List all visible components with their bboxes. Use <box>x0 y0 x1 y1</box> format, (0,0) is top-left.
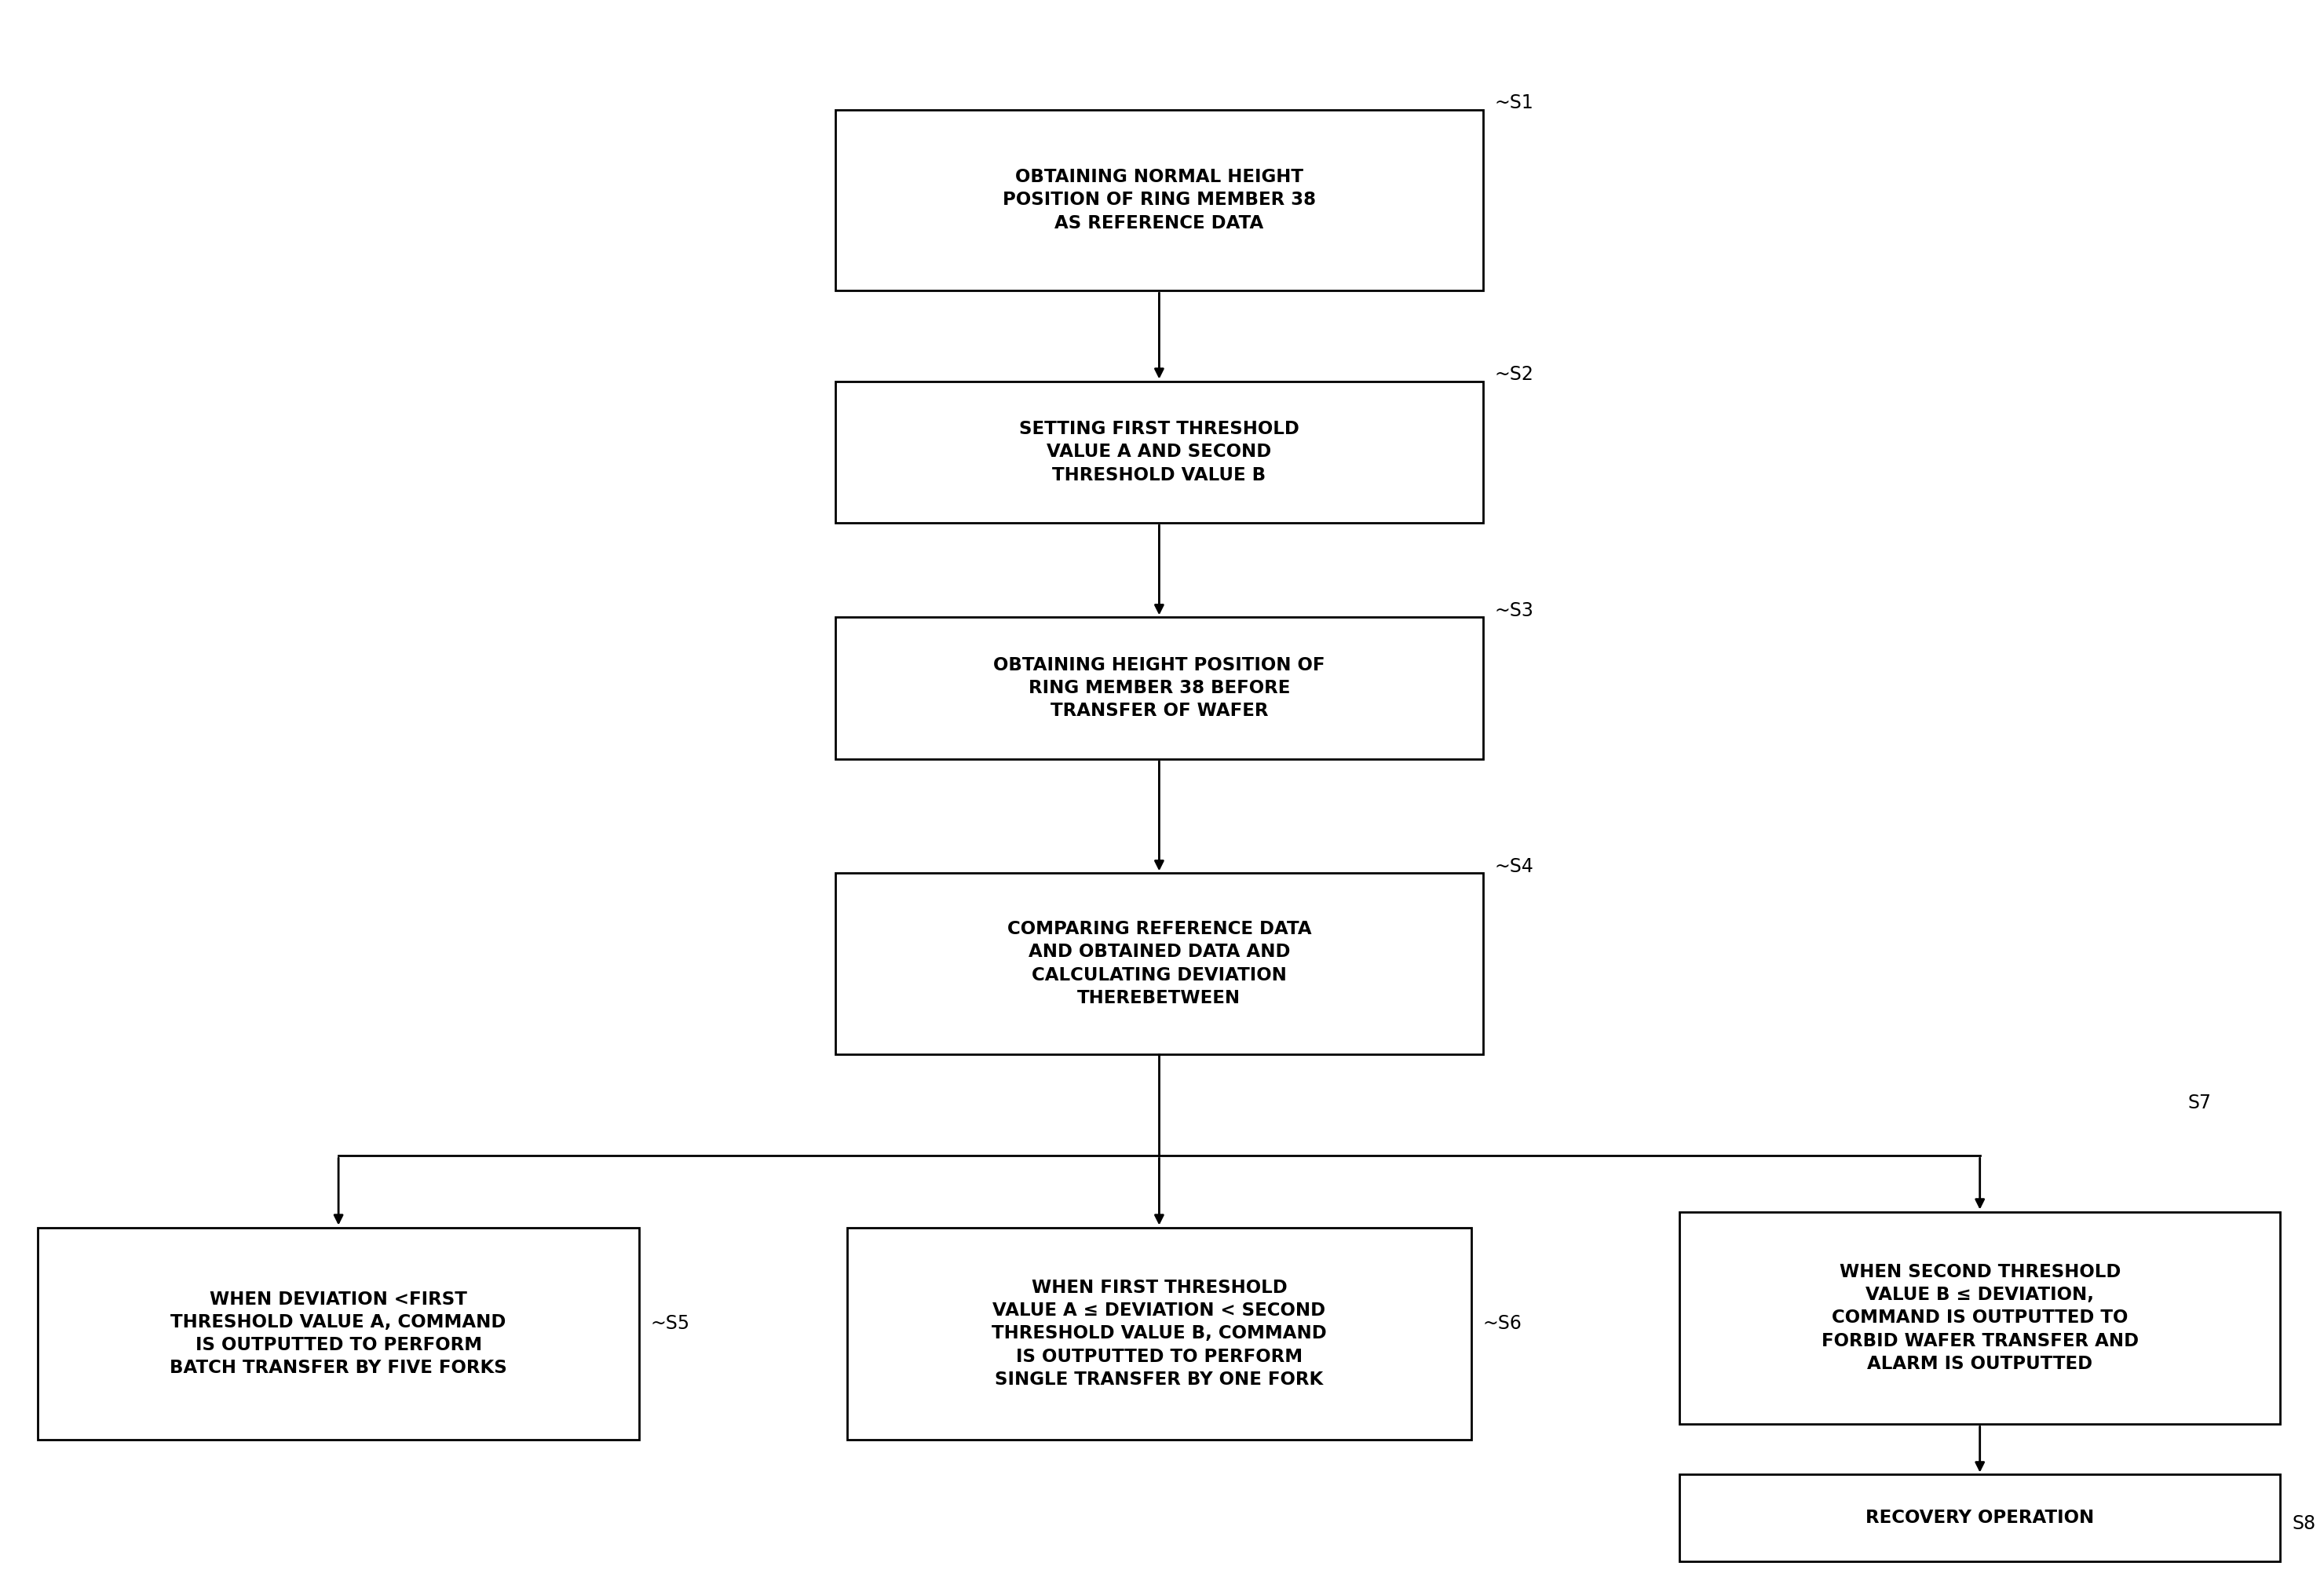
FancyBboxPatch shape <box>837 617 1483 759</box>
Text: ~S4: ~S4 <box>1494 857 1534 876</box>
FancyBboxPatch shape <box>837 109 1483 291</box>
FancyBboxPatch shape <box>837 873 1483 1055</box>
Text: ~S2: ~S2 <box>1494 365 1534 384</box>
Text: S7: S7 <box>2187 1094 2212 1113</box>
Text: ~S1: ~S1 <box>1494 93 1534 112</box>
Text: ~S6: ~S6 <box>1483 1314 1522 1333</box>
FancyBboxPatch shape <box>1680 1211 2280 1424</box>
Text: S8: S8 <box>2291 1515 2315 1534</box>
Text: SETTING FIRST THRESHOLD
VALUE A AND SECOND
THRESHOLD VALUE B: SETTING FIRST THRESHOLD VALUE A AND SECO… <box>1020 421 1299 484</box>
Text: RECOVERY OPERATION: RECOVERY OPERATION <box>1866 1508 2094 1527</box>
Text: WHEN SECOND THRESHOLD
VALUE B ≤ DEVIATION,
COMMAND IS OUTPUTTED TO
FORBID WAFER : WHEN SECOND THRESHOLD VALUE B ≤ DEVIATIO… <box>1822 1263 2138 1372</box>
Text: OBTAINING HEIGHT POSITION OF
RING MEMBER 38 BEFORE
TRANSFER OF WAFER: OBTAINING HEIGHT POSITION OF RING MEMBER… <box>992 656 1325 721</box>
FancyBboxPatch shape <box>837 381 1483 523</box>
FancyBboxPatch shape <box>37 1227 639 1440</box>
FancyBboxPatch shape <box>846 1227 1471 1440</box>
Text: WHEN FIRST THRESHOLD
VALUE A ≤ DEVIATION < SECOND
THRESHOLD VALUE B, COMMAND
IS : WHEN FIRST THRESHOLD VALUE A ≤ DEVIATION… <box>992 1279 1327 1388</box>
Text: OBTAINING NORMAL HEIGHT
POSITION OF RING MEMBER 38
AS REFERENCE DATA: OBTAINING NORMAL HEIGHT POSITION OF RING… <box>1002 168 1315 232</box>
Text: ~S3: ~S3 <box>1494 601 1534 620</box>
Text: ~S5: ~S5 <box>651 1314 690 1333</box>
Text: COMPARING REFERENCE DATA
AND OBTAINED DATA AND
CALCULATING DEVIATION
THEREBETWEE: COMPARING REFERENCE DATA AND OBTAINED DA… <box>1006 920 1311 1007</box>
Text: WHEN DEVIATION <FIRST
THRESHOLD VALUE A, COMMAND
IS OUTPUTTED TO PERFORM
BATCH T: WHEN DEVIATION <FIRST THRESHOLD VALUE A,… <box>170 1290 507 1377</box>
FancyBboxPatch shape <box>1680 1475 2280 1560</box>
